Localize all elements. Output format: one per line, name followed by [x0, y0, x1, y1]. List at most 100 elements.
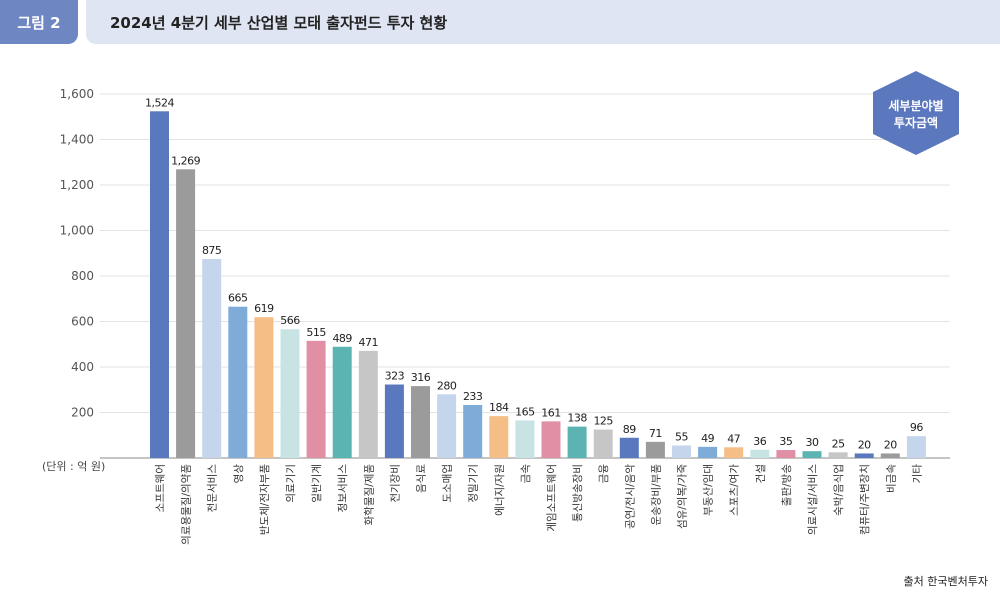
bar — [724, 447, 744, 458]
data-label: 89 — [623, 423, 636, 436]
bar — [202, 258, 222, 458]
data-label: 165 — [515, 405, 535, 418]
bar — [776, 450, 796, 458]
x-tick-label: 음식료 — [416, 464, 428, 493]
data-label: 1,269 — [171, 154, 200, 167]
bar — [645, 441, 665, 458]
x-tick-label: 공연/전시/음악 — [624, 464, 636, 529]
data-label: 323 — [385, 370, 405, 383]
bar — [489, 416, 509, 458]
data-label: 489 — [332, 332, 352, 345]
data-label: 49 — [701, 432, 714, 445]
data-label: 55 — [675, 430, 688, 443]
data-label: 316 — [411, 371, 431, 384]
x-tick-label: 화학물질/제품 — [363, 464, 375, 526]
bar — [437, 394, 457, 458]
data-label: 665 — [228, 292, 248, 305]
legend-badge-line-2: 투자금액 — [894, 115, 938, 130]
data-label: 96 — [910, 421, 923, 434]
data-label: 25 — [832, 437, 845, 450]
x-tick-label: 의료시설/서비스 — [807, 464, 819, 535]
data-label: 161 — [541, 406, 561, 419]
y-tick-label: 1,600 — [60, 87, 94, 101]
x-axis-labels: 소프트웨어 의료용물질/의약품 전문서비스 영상 반도체/전자부품 의료기기 일반기계 정보서… — [155, 464, 924, 545]
bar — [880, 453, 900, 458]
y-tick-label: 600 — [71, 315, 94, 329]
gridlines — [100, 93, 950, 459]
y-tick-label: 1,200 — [60, 178, 94, 192]
source-note: 출처 한국벤처투자 — [903, 575, 988, 588]
bar — [567, 426, 587, 458]
bar — [515, 420, 535, 458]
x-tick-label: 소프트웨어 — [155, 464, 167, 512]
x-tick-label: 의료기기 — [285, 464, 297, 503]
data-label: 20 — [884, 438, 897, 451]
header: 그림 2 2024년 4분기 세부 산업별 모태 출자펀드 투자 현황 — [0, 0, 1000, 44]
title-bar: 2024년 4분기 세부 산업별 모태 출자펀드 투자 현황 — [86, 0, 1000, 44]
bar — [698, 446, 718, 458]
bar — [228, 306, 248, 458]
x-tick-label: 에너지/자원 — [494, 464, 506, 516]
x-tick-label: 반도체/전자부품 — [259, 464, 271, 535]
x-tick-label: 게임소프트웨어 — [545, 464, 558, 532]
bar — [176, 169, 196, 458]
data-label: 35 — [779, 435, 792, 448]
legend-badge-line-1: 세부분야별 — [888, 98, 943, 113]
data-label: 1,524 — [145, 96, 174, 109]
data-label: 30 — [806, 436, 819, 449]
bar — [254, 317, 274, 458]
x-tick-label: 금융 — [598, 464, 610, 484]
x-tick-label: 컴퓨터/주변장치 — [859, 464, 871, 535]
bar — [854, 453, 874, 458]
x-tick-label: 정밀기기 — [468, 464, 480, 503]
x-tick-label: 운송장비/부품 — [650, 464, 662, 526]
x-tick-label: 전기장비 — [389, 464, 401, 503]
x-tick-label: 섬유/의복/가죽 — [677, 464, 689, 529]
data-label: 566 — [280, 314, 300, 327]
x-tick-label: 부동산/임대 — [702, 464, 715, 516]
bar — [541, 421, 561, 458]
y-axis: 200 400 600 800 1,000 1,200 1,400 1,600 — [60, 87, 94, 420]
figure-tag: 그림 2 — [0, 0, 78, 44]
data-label: 184 — [489, 401, 509, 414]
bar — [593, 429, 613, 458]
y-tick-label: 800 — [71, 269, 94, 283]
bar — [463, 404, 483, 458]
x-tick-label: 영상 — [233, 464, 245, 484]
value-labels: 1,524 1,269 875 665 619 566 515 489 471 323 316 280… — [145, 96, 924, 451]
bar — [280, 329, 300, 458]
data-label: 138 — [567, 412, 587, 425]
bar — [672, 445, 691, 458]
x-tick-label: 건설 — [755, 464, 767, 483]
bar — [750, 449, 770, 458]
x-tick-label: 스포츠/여가 — [729, 464, 741, 516]
data-label: 20 — [858, 438, 871, 451]
chart-title: 2024년 4분기 세부 산업별 모태 출자펀드 투자 현황 — [110, 13, 448, 32]
bar — [828, 452, 848, 458]
legend-badge: 세부분야별 투자금액 — [873, 71, 959, 155]
y-tick-label: 200 — [71, 406, 94, 420]
data-label: 125 — [593, 415, 613, 428]
bar — [358, 350, 378, 458]
bar — [306, 340, 326, 458]
x-tick-label: 도소매업 — [441, 464, 454, 503]
x-tick-label: 출판/방송 — [781, 464, 793, 507]
x-tick-label: 의료용물질/의약품 — [181, 464, 193, 545]
y-tick-label: 1,400 — [60, 133, 94, 147]
bar — [906, 436, 926, 458]
y-tick-label: 400 — [71, 360, 94, 374]
bar — [332, 346, 352, 458]
x-tick-label: 전문서비스 — [207, 464, 219, 513]
x-tick-label: 통신방송장비 — [572, 464, 584, 522]
bar — [411, 386, 430, 458]
data-label: 71 — [649, 427, 662, 440]
x-tick-label: 비금속 — [885, 464, 897, 493]
data-label: 875 — [202, 244, 222, 257]
bar — [150, 111, 169, 458]
data-label: 515 — [306, 326, 326, 339]
bars — [150, 111, 926, 458]
x-tick-label: 일반기계 — [310, 464, 323, 503]
data-label: 619 — [254, 302, 274, 315]
x-tick-label: 숙박/음식업 — [832, 464, 845, 516]
